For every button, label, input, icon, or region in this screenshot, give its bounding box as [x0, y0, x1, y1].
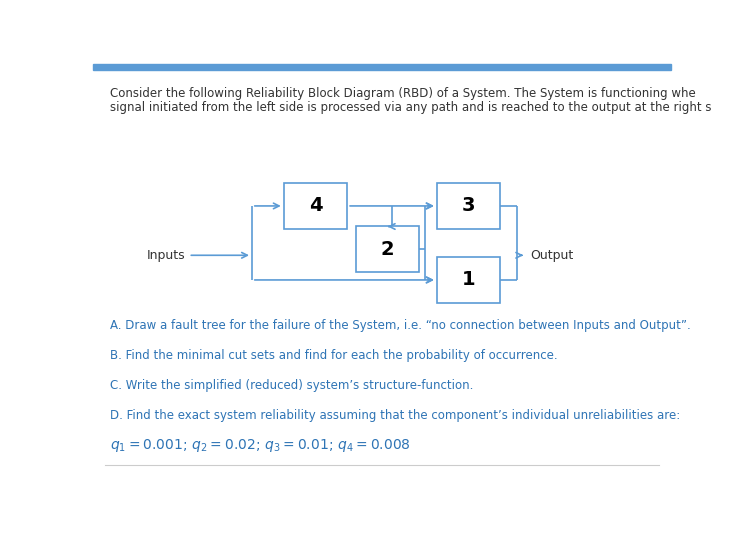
- Text: D. Find the exact system reliability assuming that the component’s individual un: D. Find the exact system reliability ass…: [110, 409, 681, 422]
- Bar: [356, 226, 419, 272]
- Text: Inputs: Inputs: [147, 249, 186, 262]
- Text: Consider the following Reliability Block Diagram (RBD) of a System. The System i: Consider the following Reliability Block…: [110, 87, 696, 100]
- Text: 1: 1: [462, 270, 475, 289]
- Text: C. Write the simplified (reduced) system’s structure-function.: C. Write the simplified (reduced) system…: [110, 379, 474, 392]
- Text: signal initiated from the left side is processed via any path and is reached to : signal initiated from the left side is p…: [110, 101, 712, 114]
- Text: 4: 4: [308, 197, 323, 215]
- Text: A. Draw a fault tree for the failure of the System, i.e. “no connection between : A. Draw a fault tree for the failure of …: [110, 319, 691, 332]
- Bar: [93, 64, 670, 70]
- Text: 3: 3: [462, 197, 475, 215]
- Text: 2: 2: [381, 240, 394, 258]
- Text: Output: Output: [530, 249, 574, 262]
- Bar: [437, 257, 500, 303]
- Bar: [437, 183, 500, 229]
- Bar: [284, 183, 347, 229]
- Text: $q_1 = 0.001;\/ q_2 = 0.02;\/ q_3 = 0.01;\/ q_4 = 0.008$: $q_1 = 0.001;\/ q_2 = 0.02;\/ q_3 = 0.01…: [110, 437, 411, 454]
- Text: B. Find the minimal cut sets and find for each the probability of occurrence.: B. Find the minimal cut sets and find fo…: [110, 349, 558, 362]
